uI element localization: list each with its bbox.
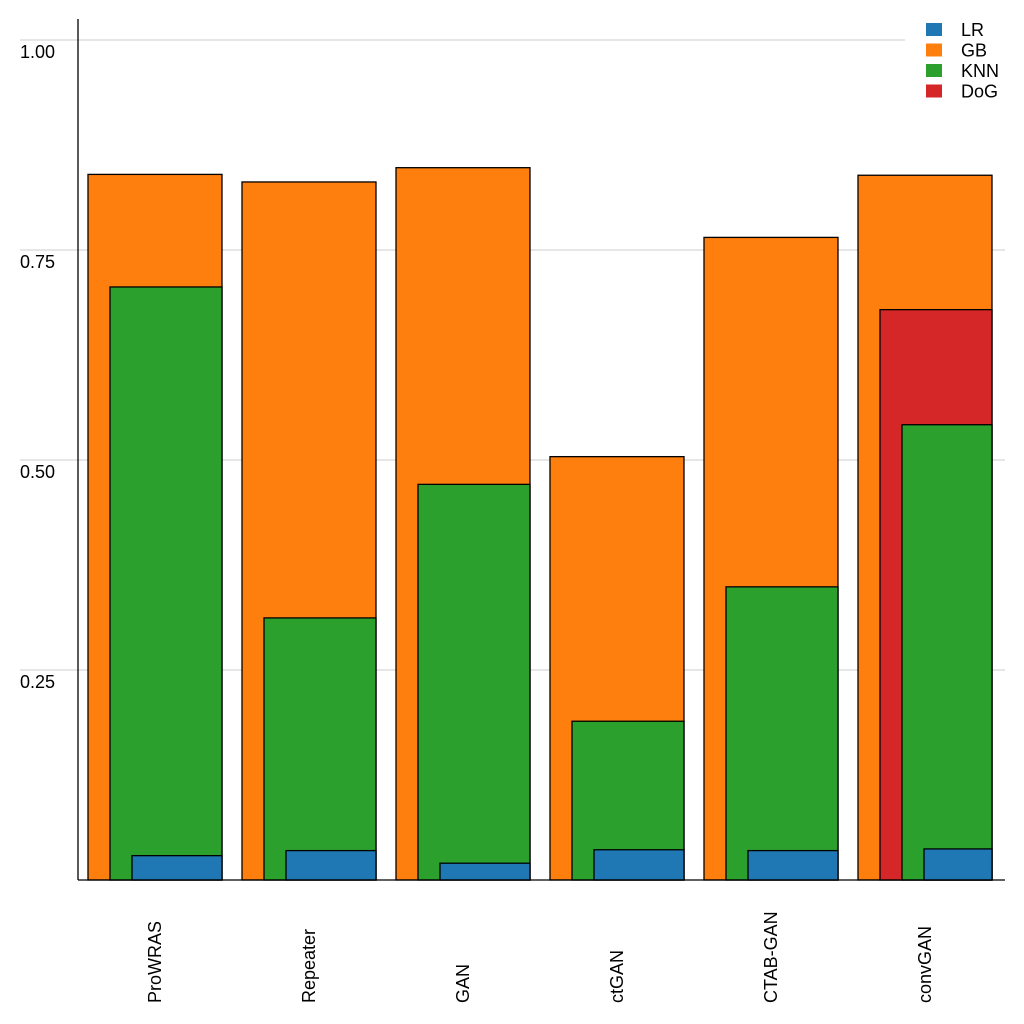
bar-lr-ctgan [593, 849, 685, 881]
x-tick-label: GAN [453, 964, 473, 1003]
legend-swatch-gb [926, 43, 942, 57]
legend-label-dog: DoG [961, 82, 998, 102]
bar-lr-convgan [923, 848, 993, 881]
x-tick-label: convGAN [915, 926, 935, 1003]
legend-swatch-lr [926, 23, 942, 36]
bar-lr-prowras [131, 854, 223, 881]
bar-lr-gan [439, 862, 531, 881]
x-tick-label: ctGAN [607, 950, 627, 1003]
y-tick-label: 0.25 [20, 672, 55, 692]
bar-knn-gan [417, 483, 531, 881]
bar-lr-repeater [285, 849, 377, 881]
x-tick-label: CTAB-GAN [761, 911, 781, 1003]
bars [87, 167, 993, 881]
y-tick-label: 0.75 [20, 252, 55, 272]
legend-label-gb: GB [961, 41, 987, 61]
y-tick-label: 0.50 [20, 462, 55, 482]
bar-knn-ctab-gan [725, 586, 839, 881]
bar-knn-convgan [901, 424, 993, 881]
y-tick-labels: 0.25 0.50 0.75 1.00 [20, 42, 55, 692]
bar-knn-repeater [263, 617, 377, 881]
legend-swatch-dog [926, 84, 942, 98]
y-tick-label: 1.00 [20, 42, 55, 62]
x-tick-label: Repeater [299, 929, 319, 1003]
x-tick-label: ProWRAS [145, 921, 165, 1003]
legend-swatch-knn [926, 64, 942, 77]
x-tick-labels: ProWRAS Repeater GAN ctGAN CTAB-GAN convGAN [145, 911, 935, 1003]
bar-knn-prowras [109, 286, 223, 881]
bar-lr-ctab-gan [747, 849, 839, 881]
legend-label-lr: LR [961, 20, 984, 40]
legend-label-knn: KNN [961, 61, 999, 81]
